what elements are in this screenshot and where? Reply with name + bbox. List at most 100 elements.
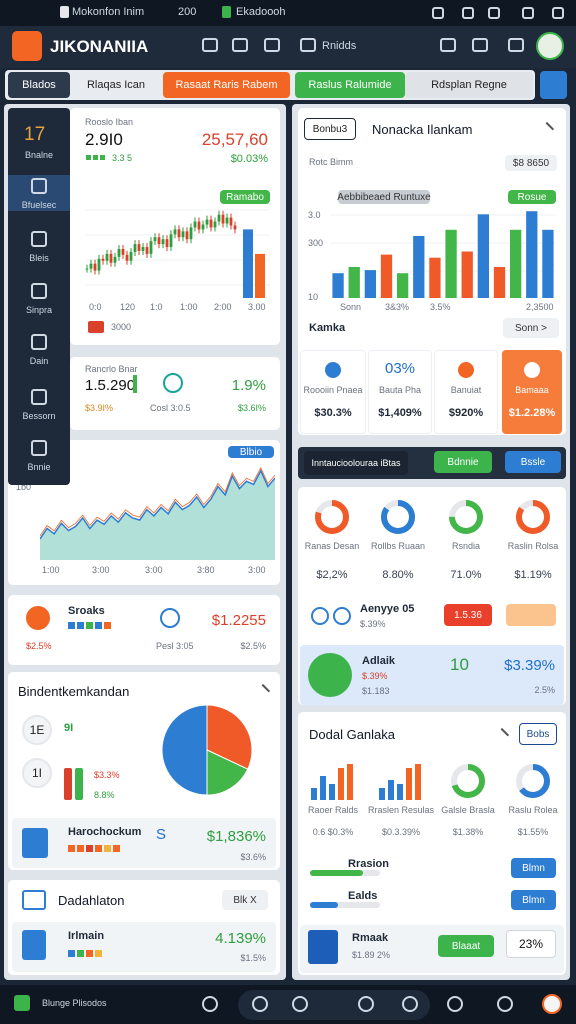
- bar: [493, 267, 506, 298]
- candle: [233, 225, 237, 230]
- block: [77, 950, 84, 957]
- icon: [308, 930, 338, 964]
- legend-item: Rosue: [508, 190, 556, 204]
- nav-button[interactable]: [292, 996, 308, 1012]
- logo-icon: [12, 31, 42, 61]
- candle: [121, 249, 125, 255]
- pie-slice: [206, 749, 249, 796]
- candle: [89, 263, 93, 269]
- card-title: Dadahlaton: [58, 893, 125, 908]
- candle: [137, 244, 141, 251]
- nav-button[interactable]: [358, 996, 374, 1012]
- candle: [133, 244, 137, 252]
- nav-button[interactable]: [447, 996, 463, 1012]
- bar: [526, 211, 538, 298]
- button[interactable]: Bssle: [505, 451, 561, 473]
- bar: [348, 267, 360, 298]
- header-icon: [472, 38, 488, 52]
- button[interactable]: Bobs: [519, 723, 557, 745]
- block: [113, 845, 120, 852]
- donut-arc: [449, 500, 483, 534]
- chart: [161, 704, 253, 796]
- nav-label: Blunge Plisodos: [42, 998, 107, 1008]
- candle: [101, 258, 105, 261]
- header: [0, 26, 576, 68]
- value-box: 23%: [506, 930, 556, 958]
- tab[interactable]: Rlaqas Ican: [72, 72, 160, 98]
- candle: [125, 254, 129, 261]
- block: [68, 950, 75, 957]
- highlight-icon: [308, 653, 352, 697]
- bar: [64, 768, 72, 800]
- label: Bamaaa: [515, 385, 549, 395]
- y-tick-label: 1b0: [16, 482, 32, 492]
- nav-item[interactable]: Sinpra: [25, 305, 52, 315]
- button[interactable]: Blmn: [511, 858, 556, 878]
- nav-item[interactable]: Bleis: [29, 253, 49, 263]
- value-text: $1.5%: [240, 953, 266, 963]
- button[interactable]: Blmn: [511, 890, 556, 910]
- bar: [379, 788, 385, 800]
- label: Ealds: [348, 890, 378, 902]
- candle: [97, 258, 101, 271]
- donut-arc: [381, 500, 415, 534]
- candle: [217, 214, 221, 222]
- candle: [221, 214, 225, 224]
- label: 0.6 $0.3%: [312, 827, 354, 837]
- nav-item[interactable]: Bfuelsec: [21, 200, 57, 210]
- nav-item[interactable]: Bnalne: [24, 150, 54, 160]
- bike-wheel: [333, 607, 351, 625]
- button[interactable]: Bdnnie: [434, 451, 492, 473]
- candle: [117, 249, 121, 257]
- icon: [22, 828, 48, 858]
- button[interactable]: 1.5.36: [444, 604, 492, 626]
- label: Roooiin Pnaea: [303, 385, 363, 395]
- block: [95, 845, 102, 852]
- label: $1.55%: [517, 827, 549, 837]
- tab[interactable]: Rasaat Raris Rabem: [163, 72, 290, 98]
- nav-group: [238, 990, 430, 1020]
- label: $1,409%: [378, 407, 422, 419]
- nav-button[interactable]: [497, 996, 513, 1012]
- label: $.39%: [360, 619, 386, 629]
- block: [68, 845, 75, 852]
- x-tick-label: 3&3%: [385, 302, 410, 312]
- header-icon: [202, 38, 218, 52]
- nav-item[interactable]: Bnnie: [27, 462, 51, 472]
- status-icon: [522, 7, 534, 19]
- button[interactable]: Blaaat: [438, 935, 494, 957]
- tab[interactable]: Blados: [8, 72, 70, 98]
- nav-icon: [31, 389, 47, 405]
- value-text: $1.2255: [211, 612, 266, 629]
- block: [104, 622, 111, 629]
- x-tick-label: 1:00: [180, 302, 198, 312]
- value-text: $2.5%: [240, 641, 266, 651]
- progress-fill: [310, 902, 338, 908]
- nav-icon: [31, 334, 47, 350]
- header-icon: [264, 38, 280, 52]
- nav-button[interactable]: [402, 996, 418, 1012]
- bar: [329, 784, 335, 800]
- block: [77, 845, 84, 852]
- y-tick-label: 300: [308, 238, 324, 248]
- close-button[interactable]: [540, 71, 567, 99]
- bar: [347, 764, 353, 800]
- value-text: 1.5.290: [85, 377, 136, 394]
- progress-fill: [310, 870, 363, 876]
- donut-arc: [516, 500, 550, 534]
- tab[interactable]: Rdsplan Regne: [405, 72, 533, 98]
- nav-button[interactable]: [252, 996, 268, 1012]
- status-text: 200: [178, 6, 197, 18]
- badge-circle: [22, 758, 52, 788]
- tab[interactable]: Raslus Ralumide: [295, 72, 405, 98]
- button[interactable]: Blk X: [222, 890, 268, 910]
- nav-item[interactable]: Bessorn: [22, 411, 56, 421]
- nav-item[interactable]: Dain: [29, 356, 49, 366]
- status-icon: [552, 7, 564, 19]
- bar: [243, 229, 253, 298]
- nav-button[interactable]: [202, 996, 218, 1012]
- candle: [109, 253, 113, 263]
- candle: [105, 253, 109, 261]
- label: $1.38%: [452, 827, 484, 837]
- link[interactable]: Sonn >: [503, 318, 559, 338]
